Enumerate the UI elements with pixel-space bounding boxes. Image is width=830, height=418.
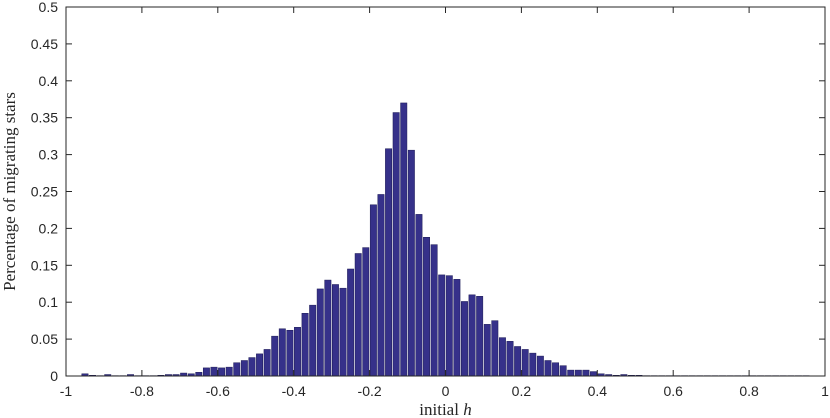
histogram-bar bbox=[294, 327, 301, 377]
histogram-bar bbox=[430, 244, 438, 377]
x-axis-label-text: initial bbox=[419, 400, 463, 418]
y-tick-label: 0.5 bbox=[39, 0, 59, 15]
y-tick-label: 0.2 bbox=[39, 220, 59, 236]
y-axis-label: Percentage of migrating stars bbox=[0, 92, 19, 291]
histogram-bar bbox=[392, 112, 400, 377]
histogram-bar bbox=[483, 324, 491, 377]
ticks-group bbox=[65, 6, 826, 377]
histogram-bar bbox=[347, 268, 355, 377]
histogram-bar bbox=[256, 353, 263, 377]
x-tick-labels: -1 -0.8 -0.6 -0.4 -0.2 0 0.2 0.4 0.6 0.8 1 bbox=[60, 383, 829, 399]
histogram-bar bbox=[445, 275, 453, 377]
x-tick-label: -0.4 bbox=[282, 383, 306, 399]
histogram-bar bbox=[271, 335, 279, 377]
histogram-bar bbox=[506, 341, 514, 377]
histogram-bar bbox=[225, 366, 233, 377]
y-tick-label: 0 bbox=[50, 368, 58, 384]
y-tick-label: 0.1 bbox=[39, 294, 59, 310]
y-tick-label: 0.35 bbox=[31, 110, 58, 126]
histogram-bar bbox=[369, 204, 377, 377]
histogram-bar bbox=[567, 369, 575, 377]
histogram-bar bbox=[278, 328, 286, 377]
histogram-bar bbox=[423, 237, 430, 377]
histogram-bar bbox=[301, 313, 309, 377]
histogram-bar bbox=[195, 372, 203, 377]
x-tick-label: 0.6 bbox=[663, 383, 683, 399]
y-tick-label: 0.15 bbox=[31, 257, 58, 273]
plot-frame bbox=[65, 6, 826, 377]
histogram-bar bbox=[544, 360, 552, 377]
histogram-bar bbox=[309, 304, 317, 377]
y-tick-label: 0.3 bbox=[39, 147, 59, 163]
histogram-bar bbox=[476, 296, 484, 377]
histogram-bar bbox=[362, 247, 370, 377]
histogram-bar bbox=[491, 320, 499, 377]
histogram-bar bbox=[286, 329, 294, 377]
histogram-bar bbox=[574, 369, 582, 377]
histogram-bar bbox=[202, 367, 210, 377]
histogram-bar bbox=[453, 279, 461, 377]
histogram-bar bbox=[536, 355, 544, 377]
histogram-bar bbox=[354, 253, 362, 377]
histogram-bar bbox=[415, 214, 423, 377]
histogram-bar bbox=[521, 349, 529, 377]
histogram-bar bbox=[324, 279, 332, 377]
x-tick-label: 0.2 bbox=[512, 383, 532, 399]
y-tick-label: 0.25 bbox=[31, 184, 58, 200]
histogram-bar bbox=[332, 284, 339, 377]
histogram-bar bbox=[400, 102, 408, 377]
histogram-bar bbox=[210, 366, 218, 377]
histogram-bar bbox=[316, 288, 324, 377]
histogram-bar bbox=[339, 287, 347, 377]
x-tick-label: -0.8 bbox=[130, 383, 154, 399]
x-tick-label: 0 bbox=[442, 383, 450, 399]
histogram-bar bbox=[263, 349, 271, 377]
y-tick-label: 0.4 bbox=[39, 73, 59, 89]
histogram-bar bbox=[385, 148, 393, 377]
histogram-bar bbox=[552, 362, 559, 377]
histogram-bar bbox=[240, 360, 248, 377]
histogram-bar bbox=[582, 369, 590, 377]
x-axis-label: initial h bbox=[419, 400, 471, 418]
histogram-bar bbox=[461, 301, 468, 377]
histogram-bar bbox=[468, 294, 476, 377]
histogram-bar bbox=[559, 365, 567, 377]
histogram-bar bbox=[529, 352, 537, 377]
y-tick-labels: 0 0.05 0.1 0.15 0.2 0.25 0.3 0.35 0.4 0.45 0.5 bbox=[31, 0, 58, 384]
histogram-bar bbox=[233, 362, 241, 377]
histogram-bar bbox=[498, 337, 506, 377]
bars-group bbox=[81, 102, 810, 377]
histogram-bar bbox=[438, 274, 446, 377]
histogram-bar bbox=[590, 371, 597, 377]
x-tick-label: 1 bbox=[821, 383, 829, 399]
x-tick-label: -0.6 bbox=[206, 383, 230, 399]
x-tick-label: -1 bbox=[60, 383, 73, 399]
x-tick-label: 0.8 bbox=[739, 383, 759, 399]
histogram-bar bbox=[407, 149, 415, 377]
x-axis-label-variable: h bbox=[463, 400, 472, 418]
x-tick-label: 0.4 bbox=[588, 383, 608, 399]
histogram-bar bbox=[514, 346, 522, 377]
histogram-bar bbox=[248, 357, 256, 377]
y-tick-label: 0.05 bbox=[31, 331, 58, 347]
histogram-bar bbox=[377, 194, 385, 377]
y-tick-label: 0.45 bbox=[31, 36, 58, 52]
histogram-bar bbox=[218, 367, 226, 377]
x-tick-label: -0.2 bbox=[358, 383, 382, 399]
